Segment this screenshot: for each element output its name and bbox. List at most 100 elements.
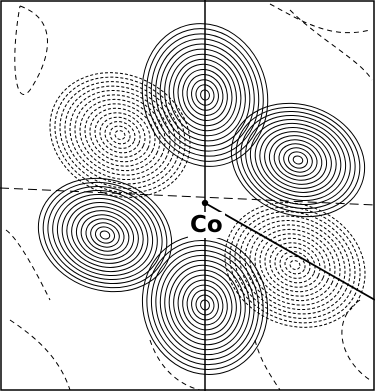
contour-line [47, 185, 163, 285]
contour-line [61, 198, 149, 272]
contour-line [249, 119, 347, 201]
contour-line [99, 116, 141, 154]
contour-line [278, 143, 318, 177]
contour-line [164, 259, 246, 351]
contour-line [146, 28, 264, 162]
contour-line [74, 94, 166, 176]
contour-line [240, 110, 356, 210]
zero-contour-5 [149, 339, 201, 391]
contour-line [195, 294, 215, 316]
lobe-negative-lower-right [224, 202, 366, 328]
contour-line [234, 211, 356, 319]
zero-contour-3 [9, 319, 71, 391]
zero-contour-lines [5, 3, 373, 391]
contour-line [155, 249, 255, 361]
contour-line [85, 218, 125, 252]
contour-line [52, 189, 158, 281]
contour-line [173, 58, 237, 132]
contour-line [84, 103, 156, 167]
contour-line [56, 194, 154, 276]
contour-line [104, 121, 136, 149]
contour-line [195, 84, 215, 106]
contour-line [289, 260, 301, 270]
contour-line [168, 53, 242, 137]
contour-line [71, 206, 139, 264]
contour-line [191, 79, 219, 111]
contour-line [164, 48, 246, 142]
contour-line [229, 206, 361, 324]
zero-contour-1 [14, 5, 48, 95]
contour-line [224, 202, 366, 328]
contour-line [54, 76, 186, 194]
contour-line [244, 219, 346, 311]
contour-line [89, 107, 151, 163]
co-atom-marker [201, 199, 209, 207]
contour-line [90, 222, 120, 248]
contour-line [66, 202, 144, 268]
contour-line [177, 274, 233, 336]
contour-line [259, 233, 331, 297]
atom-label-co: Co [188, 212, 225, 238]
contour-line [146, 239, 264, 371]
contour-line [200, 299, 210, 311]
contour-line [177, 63, 233, 127]
contour-line [155, 38, 255, 152]
contour-line [182, 69, 228, 121]
contour-line [94, 226, 116, 244]
contour-line [239, 215, 351, 315]
contour-line [259, 127, 337, 193]
contour-lobes [37, 23, 366, 375]
contour-line [292, 155, 304, 165]
zero-contour-4 [341, 299, 371, 381]
lobe-positive-left [37, 177, 173, 293]
contour-line [159, 254, 251, 356]
contour-line [150, 33, 260, 157]
contour-line [114, 130, 126, 140]
contour-line [191, 289, 219, 321]
contour-line [186, 74, 224, 116]
contour-line [141, 235, 269, 375]
contour-line [186, 284, 224, 326]
contour-line [99, 230, 111, 240]
contour-line [79, 98, 161, 172]
contour-line [80, 214, 130, 256]
contour-line [182, 279, 228, 331]
contour-line [268, 135, 328, 185]
contour-line [235, 106, 361, 214]
contour-line [200, 89, 210, 101]
contour-line [279, 251, 311, 279]
contour-line [150, 244, 260, 366]
contour-line [109, 125, 131, 145]
zero-contour-2 [269, 3, 371, 34]
contour-line [284, 255, 306, 275]
contour-line [64, 85, 176, 185]
zero-contour-7 [289, 9, 373, 81]
contour-line [254, 228, 336, 302]
contour-line [264, 237, 326, 293]
contour-line [273, 139, 323, 181]
lobe-positive-bottom [141, 235, 269, 375]
contour-line [274, 246, 316, 284]
zero-contour-8 [5, 229, 51, 301]
contour-line [283, 147, 313, 173]
contour-line [230, 102, 366, 218]
contour-line [173, 269, 237, 341]
contour-line [75, 210, 135, 260]
contour-line [94, 112, 146, 158]
contour-line [264, 131, 332, 189]
contour-line [269, 242, 321, 288]
contour-line [287, 151, 309, 169]
contour-line [249, 224, 341, 306]
zero-contour-6 [254, 339, 281, 391]
contour-line [254, 123, 342, 197]
contour-line [59, 81, 181, 189]
lobe-positive-right [230, 102, 366, 218]
diagonal-bond-line [204, 202, 375, 301]
contour-line [69, 89, 171, 181]
horizontal-dashed-line [0, 187, 375, 206]
